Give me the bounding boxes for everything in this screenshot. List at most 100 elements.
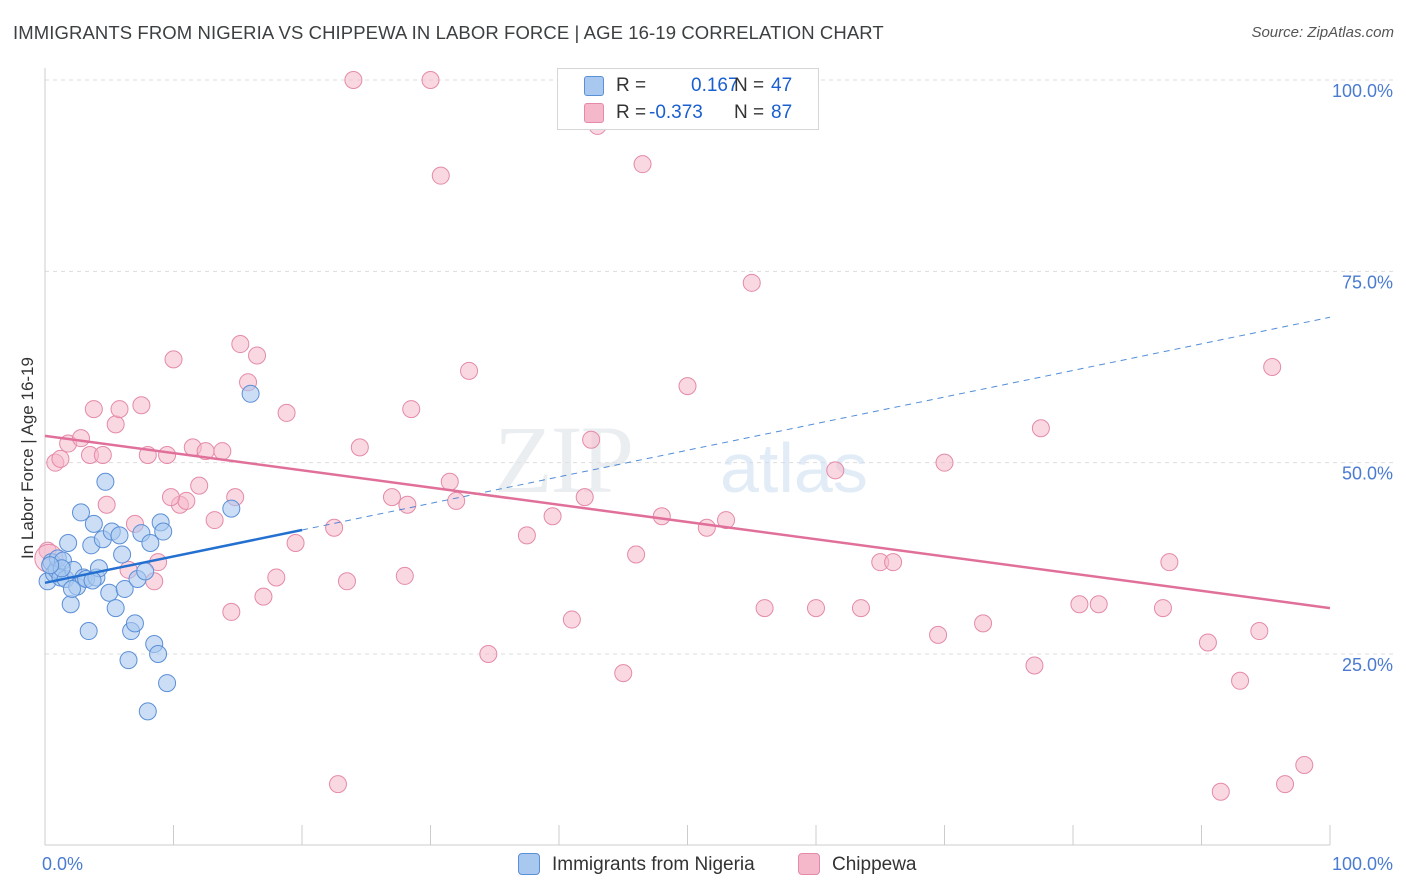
chippewa-point: [460, 361, 479, 380]
chippewa-point: [562, 610, 581, 629]
chippewa-point: [929, 625, 948, 644]
nigeria-point: [222, 499, 241, 518]
chippewa-point: [84, 400, 103, 419]
watermark-zip: ZIP: [494, 406, 632, 513]
nigeria-point: [96, 472, 115, 491]
legend-swatch-nigeria: [518, 853, 540, 875]
tick-labels: 25.0% 50.0% 75.0% 100.0% 0.0% 100.0%: [42, 81, 1393, 874]
chippewa-point: [350, 438, 369, 457]
chippewa-point: [213, 442, 232, 461]
chippewa-point: [755, 599, 774, 618]
r-label: R =: [616, 75, 647, 96]
chippewa-point: [71, 429, 90, 448]
chippewa-point: [205, 511, 224, 530]
chippewa-point: [1153, 599, 1172, 618]
trend-line-nigeria: [44, 528, 303, 585]
chippewa-point: [1263, 358, 1282, 376]
chart-title: IMMIGRANTS FROM NIGERIA VS CHIPPEWA IN L…: [13, 22, 884, 43]
nigeria-point: [59, 534, 78, 553]
legend-swatch-chippewa: [798, 853, 820, 875]
watermark-atlas: atlas: [720, 429, 868, 507]
legend-label-chippewa: Chippewa: [832, 854, 917, 875]
nigeria-point: [119, 651, 138, 670]
chippewa-point: [884, 553, 903, 572]
legend-label-nigeria: Immigrants from Nigeria: [552, 854, 755, 875]
chippewa-point: [826, 461, 845, 480]
nigeria-point: [100, 583, 119, 602]
chippewa-point: [51, 449, 70, 468]
chippewa-point: [164, 350, 183, 369]
chippewa-point: [398, 495, 417, 514]
chippewa-point: [582, 430, 601, 449]
chippewa-point: [440, 472, 459, 491]
correlation-row-chippewa: R = -0.373 N = 87: [558, 100, 818, 126]
chippewa-point: [106, 415, 125, 434]
trend-lines: [44, 316, 1331, 610]
chippewa-point: [614, 664, 633, 683]
n-value-chippewa: 87: [771, 102, 793, 123]
nigeria-point: [115, 579, 134, 598]
chippewa-point: [807, 599, 825, 618]
trend-line-nigeria-projected: [301, 316, 1331, 531]
correlation-box: R = 0.167 N = 47 R = -0.373 N = 87: [557, 68, 819, 130]
nigeria-swatch: [584, 76, 604, 96]
chippewa-point: [421, 71, 440, 89]
chippewa-point: [447, 491, 466, 510]
r-value-chippewa: -0.373: [649, 102, 703, 123]
nigeria-point: [61, 595, 80, 614]
chippewa-point: [1031, 419, 1050, 438]
nigeria-point: [138, 702, 157, 721]
chippewa-point: [325, 518, 344, 537]
chippewa-point: [627, 545, 646, 564]
chippewa-point: [1211, 782, 1230, 801]
trend-line-chippewa: [44, 434, 1331, 610]
chippewa-point: [110, 400, 129, 419]
x-tick-label-0: 0.0%: [42, 854, 83, 874]
series-chippewa-points: [34, 71, 1314, 801]
chippewa-point: [935, 453, 954, 472]
chippewa-point: [1160, 553, 1179, 572]
nigeria-point: [84, 514, 103, 533]
axes: [44, 68, 1331, 846]
chippewa-point: [248, 346, 267, 365]
x-tick-label-100: 100.0%: [1332, 854, 1393, 874]
chippewa-point: [337, 572, 356, 591]
nigeria-point: [106, 599, 125, 618]
grid-lines: [45, 79, 1395, 655]
watermark: ZIP atlas: [494, 406, 868, 513]
chippewa-point: [222, 602, 241, 621]
chippewa-point: [93, 446, 112, 465]
chippewa-point: [254, 587, 273, 606]
chippewa-point: [517, 526, 536, 545]
chippewa-point: [382, 488, 401, 507]
nigeria-point: [113, 545, 132, 564]
n-label: N =: [734, 75, 765, 96]
chippewa-point: [231, 335, 250, 354]
chippewa-point: [974, 614, 993, 633]
chippewa-point: [277, 403, 296, 422]
chippewa-point: [1250, 622, 1269, 641]
n-label: N =: [734, 102, 765, 123]
chippewa-point: [344, 71, 363, 89]
chippewa-point: [1276, 775, 1295, 794]
chippewa-point: [97, 495, 116, 514]
chippewa-point: [652, 507, 671, 526]
chippewa-point: [267, 568, 286, 587]
chippewa-point: [286, 534, 305, 553]
chippewa-point: [717, 511, 736, 530]
chart-source: Source: ZipAtlas.com: [1251, 24, 1394, 41]
nigeria-point: [136, 562, 155, 581]
chippewa-point: [1198, 633, 1217, 652]
nigeria-point: [125, 614, 144, 633]
chippewa-point: [678, 377, 697, 396]
chippewa-point: [158, 446, 177, 465]
chippewa-point: [697, 518, 716, 537]
chippewa-point: [395, 566, 414, 585]
chippewa-point: [177, 491, 196, 510]
y-tick-label-50: 50.0%: [1342, 464, 1393, 484]
chippewa-point: [190, 476, 209, 495]
chippewa-point: [1231, 671, 1250, 690]
chippewa-point: [1089, 595, 1108, 614]
y-tick-label-100: 100.0%: [1332, 81, 1393, 101]
